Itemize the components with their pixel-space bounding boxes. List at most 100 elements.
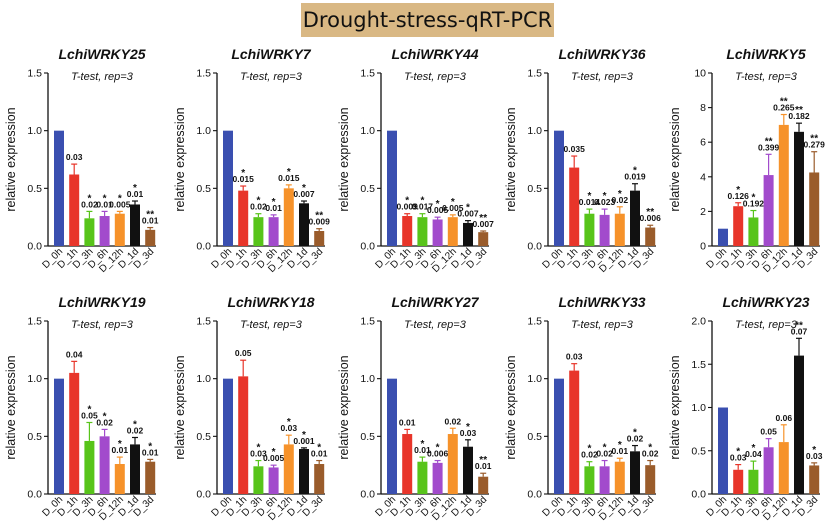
p-value-label: 0.399 [758, 142, 780, 152]
bar-D_12h [447, 434, 458, 494]
p-value-label: 0.01 [399, 417, 416, 427]
p-value-label: 0.005 [263, 453, 285, 463]
p-value-label: 0.007 [293, 189, 315, 199]
y-axis-label: relative expression [668, 107, 682, 211]
p-value-label: 0.035 [564, 144, 586, 154]
significance-stars: * [133, 419, 137, 430]
significance-stars: ** [795, 105, 803, 116]
p-value-label: 0.005 [442, 203, 464, 213]
p-value-label: 0.192 [743, 199, 765, 209]
p-value-label: 0.01 [475, 461, 492, 471]
p-value-label: 0.03 [281, 423, 298, 433]
panel-subtitle: T-test, rep=3 [71, 319, 134, 331]
y-tick-label: 0.0 [691, 489, 706, 501]
panel-subtitle: T-test, rep=3 [240, 319, 303, 331]
significance-stars: ** [146, 210, 154, 221]
p-value-label: 0.014 [579, 197, 601, 207]
p-value-label: 0.01 [414, 445, 431, 455]
y-tick-label: 1.0 [27, 125, 42, 137]
p-value-label: 0.03 [66, 152, 83, 162]
significance-stars: * [87, 193, 91, 204]
bar-D_3h [84, 218, 95, 246]
significance-stars: * [436, 443, 440, 454]
panel-subtitle: T-test, rep=3 [571, 71, 634, 83]
bar-D_0h [223, 130, 233, 246]
bar-D_1h [733, 206, 744, 246]
significance-stars: ** [765, 136, 773, 147]
bar-D_3d [645, 227, 656, 246]
p-value-label: 0.04 [745, 449, 762, 459]
y-tick-label: 2.0 [691, 316, 706, 328]
y-tick-label: 1.0 [196, 125, 211, 137]
p-value-label: 0.265 [773, 103, 795, 113]
bar-D_12h [614, 213, 625, 246]
significance-stars: * [87, 404, 91, 415]
panel-subtitle: T-test, rep=3 [71, 71, 134, 83]
significance-stars: * [633, 428, 637, 439]
y-tick-label: 0.5 [360, 183, 375, 195]
significance-stars: * [405, 196, 409, 207]
bar-D_12h [114, 213, 125, 246]
significance-stars: ** [315, 211, 323, 222]
bar-D_3h [84, 440, 95, 494]
significance-stars: * [736, 185, 740, 196]
bar-D_1d [794, 131, 804, 246]
p-value-label: 0.02 [596, 449, 613, 459]
significance-stars: * [587, 191, 591, 202]
bar-D_12h [283, 444, 294, 494]
panel-subtitle: T-test, rep=3 [735, 71, 798, 83]
bar-D_6h [99, 216, 110, 246]
significance-stars: * [256, 196, 260, 207]
y-tick-label: 0.0 [27, 489, 42, 501]
bar-D_3d [645, 465, 656, 494]
bar-D_1h [733, 469, 744, 494]
y-tick-label: 0.0 [360, 241, 375, 253]
bar-D_6h [432, 462, 443, 494]
significance-stars: * [420, 196, 424, 207]
bar-D_1d [130, 444, 140, 494]
p-value-label: 0.01 [96, 199, 113, 209]
y-tick-label: 1.5 [27, 316, 42, 328]
p-value-label: 0.04 [66, 349, 83, 359]
y-tick-label: 0.0 [527, 489, 542, 501]
y-tick-label: 0.0 [527, 241, 542, 253]
bar-D_0h [387, 130, 397, 246]
bar-D_6h [432, 219, 443, 246]
p-value-label: 0.007 [457, 209, 479, 219]
panel-subtitle: T-test, rep=3 [735, 319, 798, 331]
bar-D_0h [718, 228, 728, 246]
y-tick-label: 0.5 [27, 431, 42, 443]
significance-stars: * [587, 444, 591, 455]
significance-stars: * [812, 445, 816, 456]
bar-D_6h [763, 175, 774, 246]
panel-title: LchiWRKY18 [227, 294, 314, 310]
y-tick-label: 0 [700, 241, 706, 253]
y-axis-label: relative expression [4, 355, 18, 459]
panel-title: LchiWRKY25 [58, 46, 145, 62]
y-tick-label: 1.5 [527, 316, 542, 328]
p-value-label: 0.03 [250, 449, 267, 459]
significance-stars: * [618, 189, 622, 200]
significance-stars: * [287, 417, 291, 428]
bar-D_0h [554, 130, 564, 246]
bar-D_1d [463, 222, 473, 246]
y-tick-label: 1.5 [196, 68, 211, 80]
bar-D_1h [238, 190, 249, 246]
bar-D_1d [463, 446, 473, 494]
y-tick-label: 1.0 [27, 373, 42, 385]
panel-title: LchiWRKY44 [391, 46, 478, 62]
significance-stars: * [603, 443, 607, 454]
p-value-label: 0.182 [788, 111, 810, 121]
panel-title: LchiWRKY7 [231, 46, 312, 62]
p-value-label: 0.007 [473, 219, 495, 229]
p-value-label: 0.015 [233, 174, 255, 184]
significance-stars: * [751, 443, 755, 454]
significance-stars: * [436, 199, 440, 210]
p-value-label: 0.03 [806, 451, 823, 461]
bar-D_1h [69, 174, 80, 246]
y-tick-label: 1.5 [196, 316, 211, 328]
y-tick-label: 1.0 [691, 402, 706, 414]
significance-stars: * [103, 411, 107, 422]
y-tick-label: 0.5 [527, 183, 542, 195]
